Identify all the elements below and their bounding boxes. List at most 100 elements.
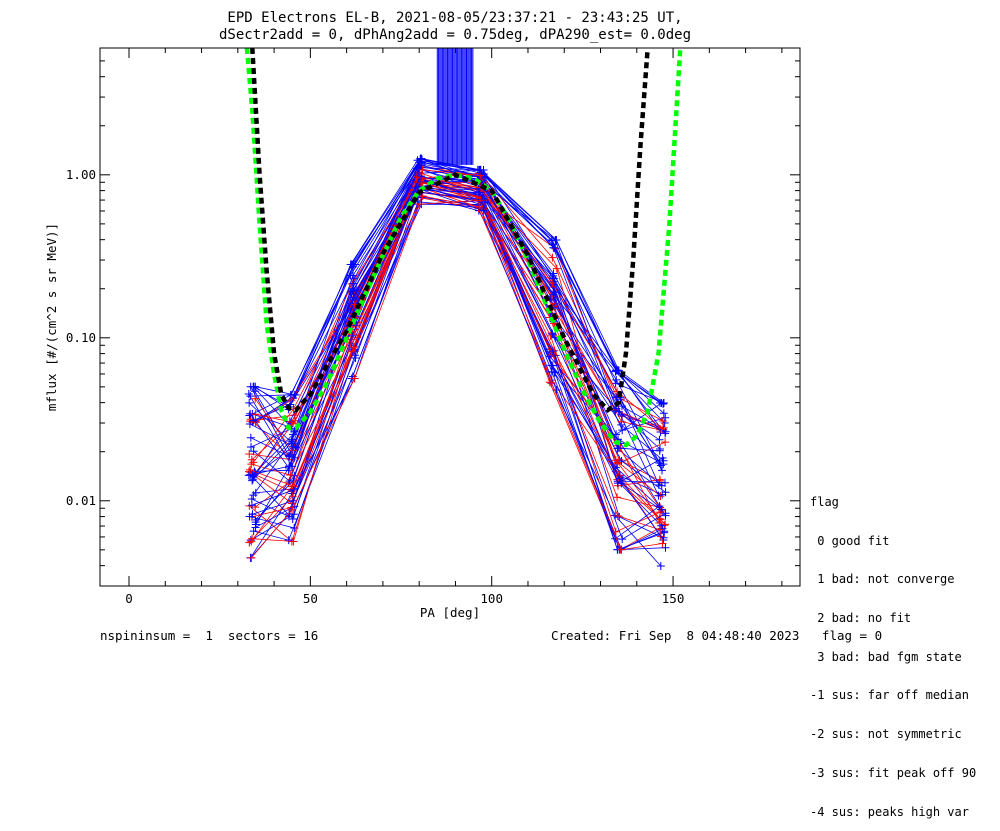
sweep-point	[658, 466, 667, 475]
sweep-point	[248, 510, 257, 519]
sweep-point	[656, 561, 665, 570]
sweep-point	[245, 449, 254, 458]
sweep-point	[287, 505, 296, 514]
sweep-point	[289, 430, 298, 439]
x-tick-label: 150	[662, 591, 685, 606]
sweep-point	[655, 446, 664, 455]
sweep-point	[613, 479, 622, 488]
sweep-point	[244, 390, 253, 399]
legend-title: flag	[810, 494, 839, 509]
sweep-point	[289, 496, 298, 505]
sweep-point	[418, 165, 427, 174]
sweep-point	[247, 553, 256, 562]
sweep-point	[287, 418, 296, 427]
sweep-point	[661, 427, 670, 436]
sweep-point	[656, 424, 665, 433]
sweep-trace	[254, 169, 661, 452]
sweep-point	[617, 457, 626, 465]
sweep-point	[290, 524, 299, 533]
sweep-point	[552, 236, 561, 245]
sweep-point	[245, 419, 254, 428]
sweep-point	[417, 172, 426, 181]
sweep-point	[655, 518, 664, 527]
sweep-trace	[248, 164, 660, 476]
sweep-point	[658, 416, 667, 425]
x-tick-label: 50	[303, 591, 318, 606]
sweep-point	[613, 511, 622, 520]
sweep-point	[617, 417, 626, 426]
sweep-point	[251, 394, 260, 403]
sweep-point	[248, 471, 257, 480]
sweep-point	[351, 353, 360, 362]
chart: EPD Electrons EL-B, 2021-08-05/23:37:21 …	[44, 10, 801, 620]
sweep-point	[288, 515, 297, 524]
sweep-point	[659, 460, 668, 469]
plot-frame	[99, 47, 801, 587]
sweep-point	[655, 435, 664, 444]
sweep-point	[247, 455, 256, 464]
sweep-trace	[255, 159, 664, 405]
sweep-trace	[251, 185, 666, 517]
sweep-point	[611, 379, 620, 388]
sweep-point	[661, 543, 670, 552]
sweep-point	[349, 293, 358, 302]
sweep-point	[289, 537, 298, 546]
sweep-trace	[253, 189, 663, 484]
sweep-trace	[249, 182, 661, 533]
sweep-point	[547, 236, 556, 245]
sweep-point	[246, 465, 255, 474]
sweep-point	[251, 523, 260, 532]
sweep-point	[249, 382, 258, 391]
sweep-trace	[249, 163, 664, 469]
sweep-point	[547, 345, 556, 354]
sweep-point	[549, 274, 558, 283]
sweep-trace	[251, 186, 660, 540]
sweep-point	[611, 456, 620, 465]
sweep-point	[251, 410, 260, 419]
sweep-point	[659, 400, 668, 409]
y-axis-label: mflux [#/(cm^2 s sr MeV)]	[44, 223, 59, 411]
sweep-point	[350, 274, 359, 283]
y-tick-label: 0.01	[66, 493, 96, 508]
sweep-point	[617, 402, 626, 411]
sweep-point	[654, 491, 663, 500]
sweep-point	[612, 375, 621, 384]
sweep-point	[655, 525, 664, 534]
sweep-point	[289, 485, 298, 494]
sweep-point	[247, 460, 256, 469]
sweep-point	[347, 331, 356, 340]
sweep-point	[417, 193, 426, 202]
sweep-trace	[250, 193, 665, 551]
sweep-point	[549, 243, 558, 252]
sweep-point	[661, 438, 670, 447]
sweep-point	[284, 451, 293, 460]
legend-item: -4 sus: peaks high var	[810, 804, 969, 819]
sweep-trace	[251, 199, 663, 559]
sweep-point	[658, 539, 667, 548]
sweep-point	[661, 509, 670, 518]
legend-item: 0 good fit	[810, 533, 890, 548]
sweep-point	[288, 442, 297, 451]
plot-area	[244, 48, 683, 570]
sweep-point	[547, 367, 556, 376]
sweep-point	[412, 172, 421, 181]
sweep-trace	[254, 191, 663, 512]
sweep-point	[661, 488, 670, 497]
sweep-point	[415, 200, 424, 209]
sweep-point	[659, 409, 668, 418]
sweep-point	[617, 545, 626, 554]
sweep-point	[548, 330, 557, 339]
fit-curve-black	[250, 48, 650, 414]
sweep-point	[612, 366, 621, 375]
sweep-point	[249, 491, 258, 500]
sweep-point	[614, 407, 623, 416]
sweep-point	[659, 535, 668, 544]
sweep-point	[249, 527, 258, 536]
sweep-point	[346, 260, 355, 269]
sweep-trace	[252, 191, 664, 541]
sweep-point	[618, 426, 627, 435]
sweep-point	[660, 419, 669, 428]
legend-item: -2 sus: not symmetric	[810, 727, 962, 742]
sweep-point	[618, 535, 627, 544]
sweep-point	[614, 444, 623, 453]
